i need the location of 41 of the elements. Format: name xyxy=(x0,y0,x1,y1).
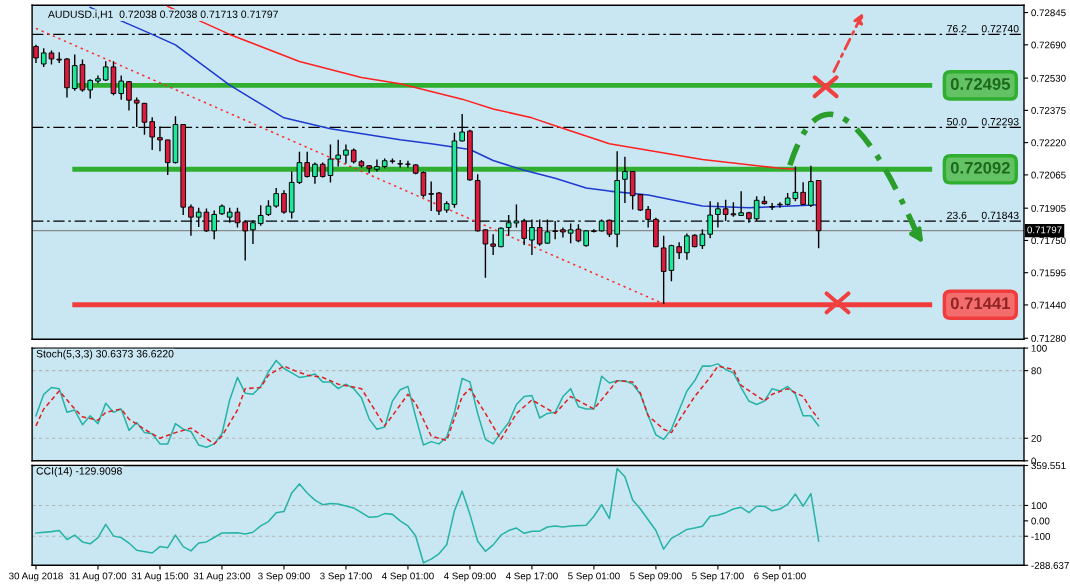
ref-line-label: 23.6 0.71843 xyxy=(947,211,1019,220)
y-tick-label: 0.71280 xyxy=(1031,334,1066,342)
chart-title: CCI(14) -129.9098 xyxy=(36,466,122,477)
ref-line-label: 50.0 0.72293 xyxy=(947,118,1019,126)
x-tick-label: 31 Aug 23:00 xyxy=(193,572,251,582)
y-tick-label: 0.71595 xyxy=(1031,269,1066,277)
x-tick-label: 4 Sep 17:00 xyxy=(505,572,558,582)
ref-line-label: 0.72092 xyxy=(950,161,1010,174)
y-tick-label: 0.72690 xyxy=(1031,41,1066,49)
y-tick-label: 0.71905 xyxy=(1031,204,1066,212)
x-tick-label: 3 Sep 17:00 xyxy=(320,572,372,582)
chart-title: Stoch(5,3,3) 30.6373 36.6220 xyxy=(36,349,174,360)
y-tick-label: 80 xyxy=(1031,367,1042,375)
y-tick-label: 0.71440 xyxy=(1031,301,1066,309)
y-tick-label: 0.72220 xyxy=(1031,139,1066,147)
x-tick-label: 5 Sep 09:00 xyxy=(630,572,682,582)
x-tick-label: 4 Sep 09:00 xyxy=(443,572,496,582)
x-tick-label: 4 Sep 01:00 xyxy=(381,572,434,582)
y-tick-label: 20 xyxy=(1031,434,1042,442)
x-tick-label: 31 Aug 15:00 xyxy=(131,572,189,582)
x-tick-label: 30 Aug 2018 xyxy=(9,572,63,582)
x-tick-label: 5 Sep 01:00 xyxy=(568,572,620,582)
y-tick-label: 100 xyxy=(1031,502,1047,510)
y-tick-label: -288.637 xyxy=(1031,562,1069,569)
ref-line-label: 0.71797 xyxy=(1027,226,1062,234)
y-tick-label: 0.00 xyxy=(1031,517,1050,525)
y-tick-label: 0.72845 xyxy=(1031,9,1066,17)
ref-line-label: 76.2 0.72740 xyxy=(947,24,1019,33)
ref-line-label: 0.71441 xyxy=(950,297,1011,310)
x-tick-label: 3 Sep 09:00 xyxy=(258,572,310,582)
y-tick-label: 0.72375 xyxy=(1031,107,1066,114)
y-tick-label: -100 xyxy=(1031,532,1051,540)
ref-line-label: 0.72495 xyxy=(950,78,1011,90)
y-tick-label: 0.72530 xyxy=(1031,74,1066,82)
chart-title: AUDUSD.i,H1 0.72038 0.72038 0.71713 0.71797 xyxy=(47,10,278,20)
y-tick-label: 0.72065 xyxy=(1031,171,1066,179)
x-tick-label: 6 Sep 01:00 xyxy=(754,572,806,582)
y-tick-label: 0.71750 xyxy=(1031,237,1066,245)
x-tick-label: 5 Sep 17:00 xyxy=(692,572,744,582)
x-tick-label: 31 Aug 07:00 xyxy=(69,572,127,582)
y-tick-label: 100 xyxy=(1031,344,1047,352)
